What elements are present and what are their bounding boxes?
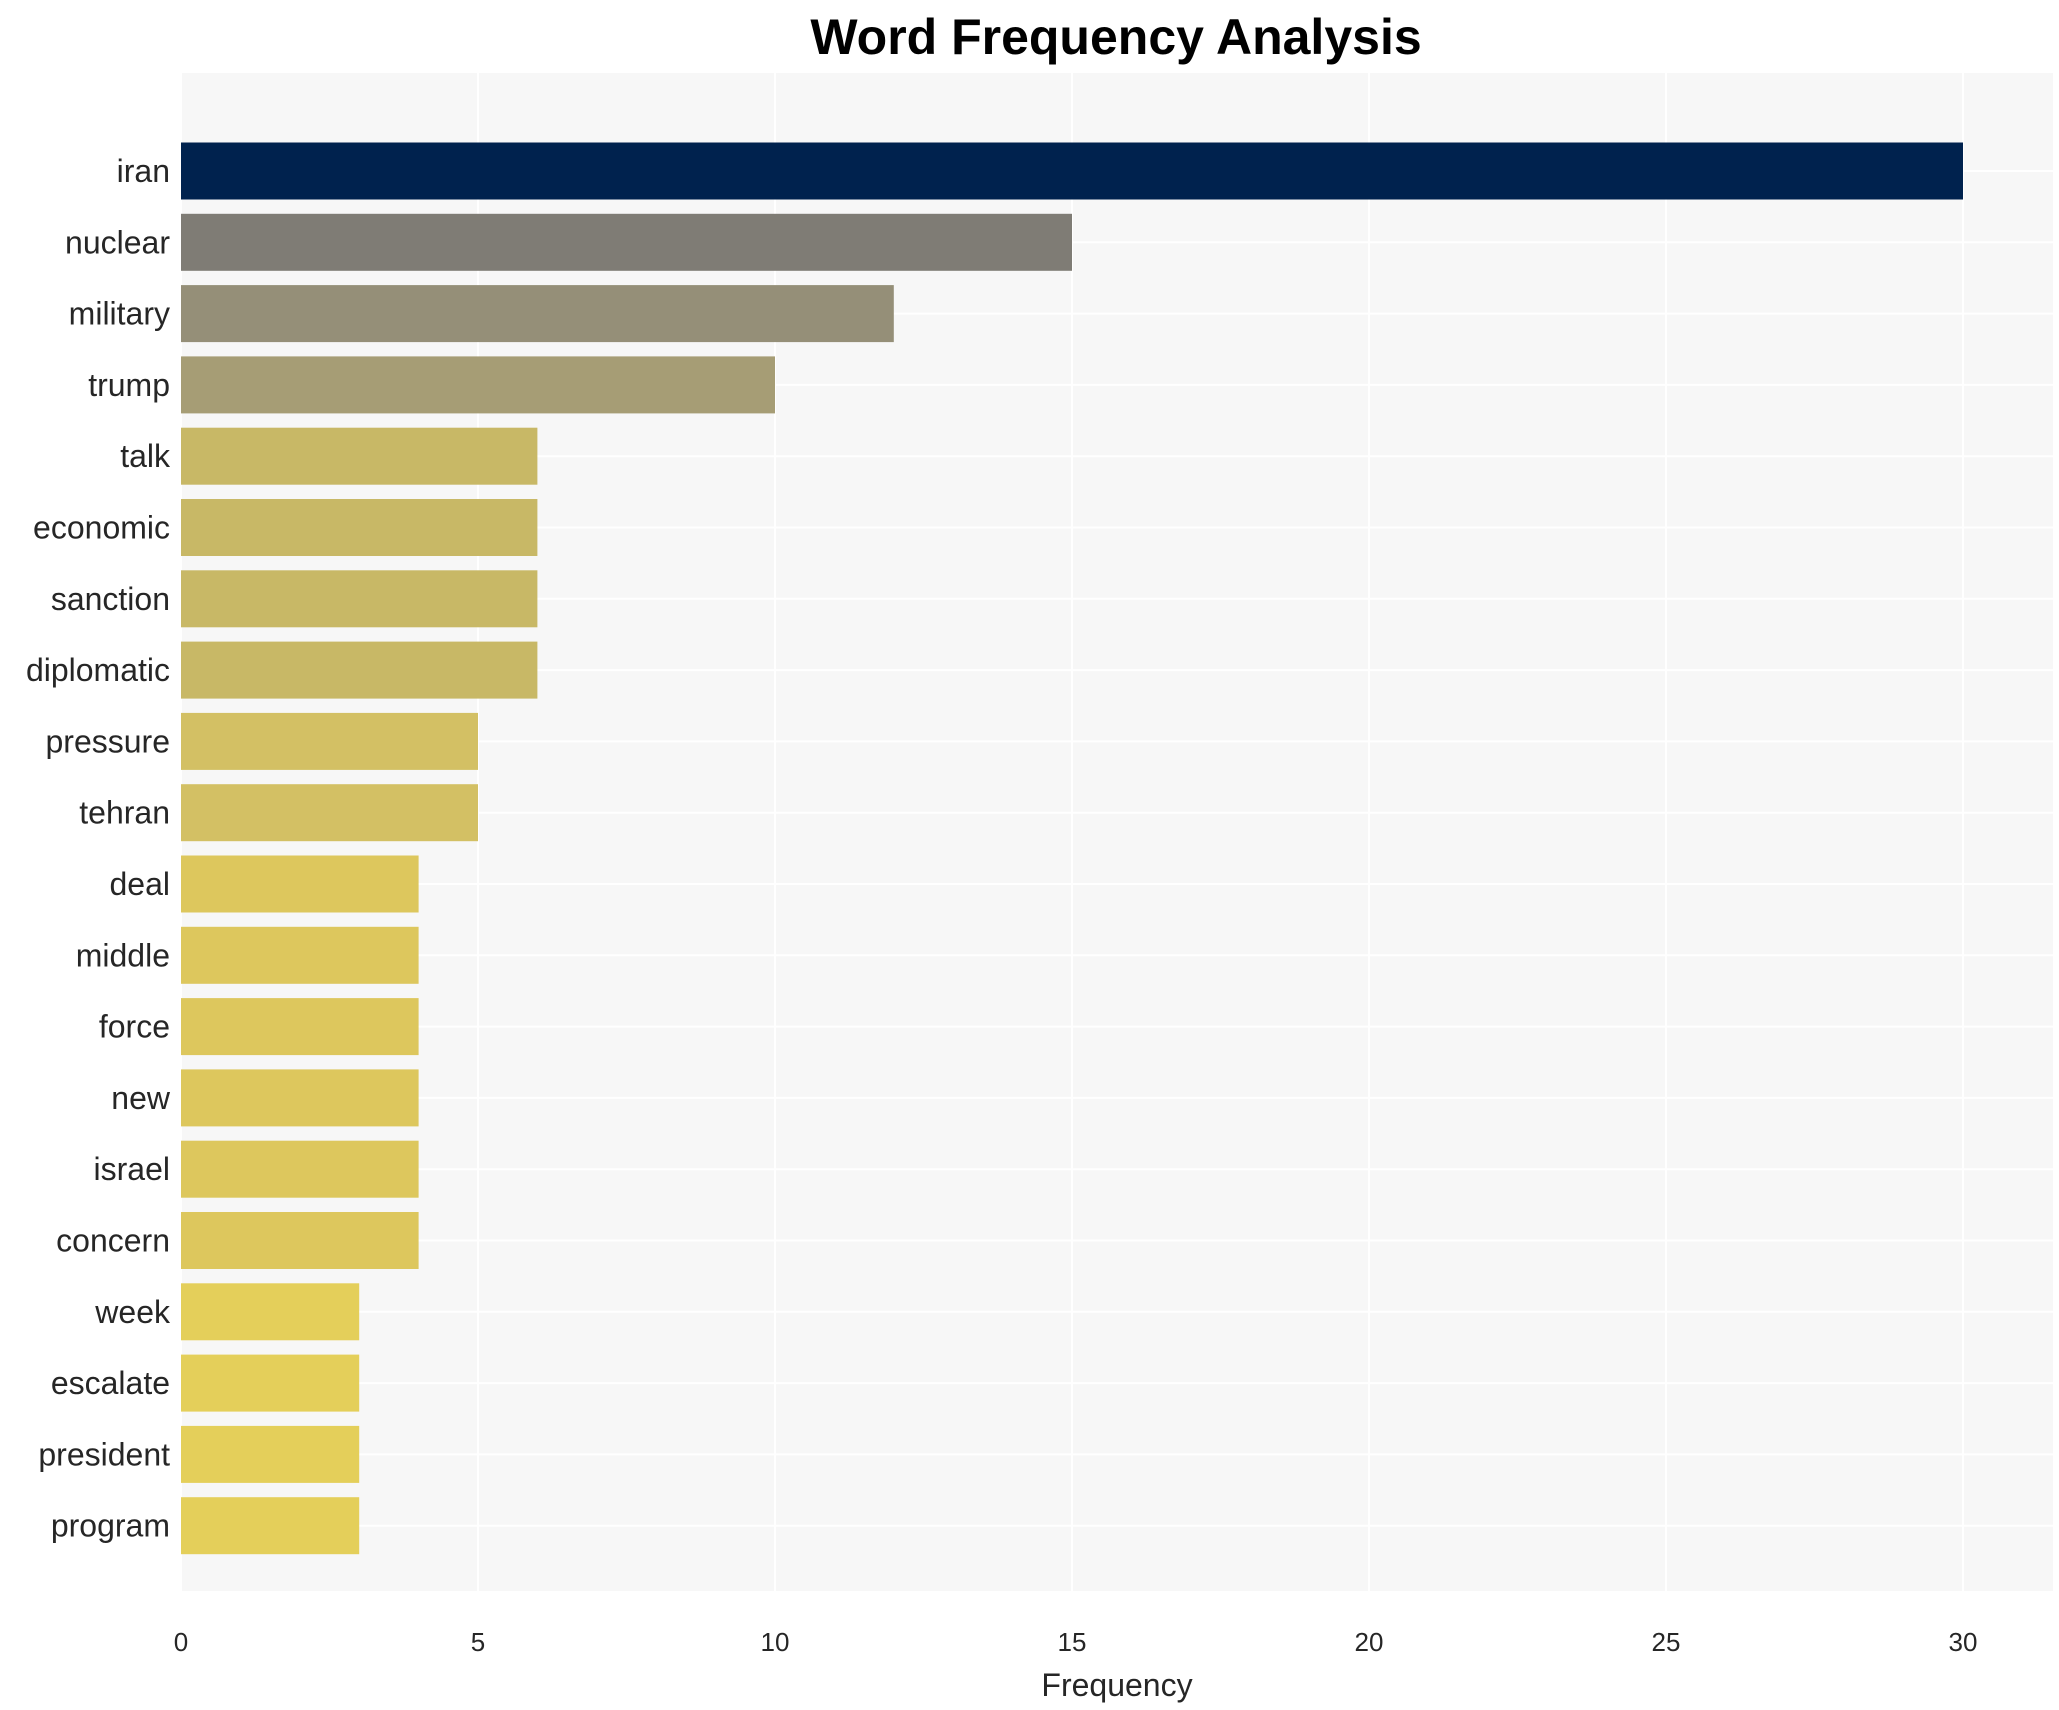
bar-israel (181, 1140, 419, 1198)
bar-week (181, 1283, 360, 1341)
bar-nuclear (181, 213, 1072, 271)
category-label-military: military (69, 296, 170, 332)
bar-talk (181, 427, 538, 485)
bar-economic (181, 499, 538, 556)
category-label-talk: talk (120, 438, 171, 474)
bar-force (181, 998, 419, 1056)
x-tick-label-10: 10 (761, 1627, 790, 1657)
x-tick-label-25: 25 (1652, 1627, 1681, 1657)
x-tick-label-30: 30 (1949, 1627, 1978, 1657)
category-label-escalate: escalate (51, 1365, 170, 1401)
category-label-week: week (94, 1294, 171, 1330)
bar-iran (181, 142, 1963, 200)
bar-sanction (181, 570, 538, 628)
category-label-iran: iran (117, 153, 170, 189)
category-label-sanction: sanction (51, 581, 170, 617)
category-label-nuclear: nuclear (65, 224, 170, 260)
category-label-program: program (51, 1508, 170, 1544)
category-label-middle: middle (76, 937, 170, 973)
bar-new (181, 1069, 419, 1127)
x-tick-label-0: 0 (174, 1627, 188, 1657)
x-tick-label-20: 20 (1355, 1627, 1384, 1657)
category-label-pressure: pressure (46, 723, 171, 759)
category-label-new: new (111, 1080, 171, 1116)
x-axis-title: Frequency (1041, 1667, 1192, 1703)
bar-tehran (181, 784, 478, 842)
category-label-deal: deal (110, 866, 171, 902)
category-label-diplomatic: diplomatic (26, 652, 170, 688)
category-label-tehran: tehran (79, 795, 170, 831)
category-label-israel: israel (94, 1151, 170, 1187)
category-label-force: force (99, 1009, 170, 1045)
chart-title: Word Frequency Analysis (810, 9, 1421, 65)
bar-program (181, 1497, 360, 1555)
category-labels: iran nuclear military trump talk economic sanc… (26, 153, 171, 1544)
bar-military (181, 285, 894, 343)
bar-middle (181, 926, 419, 984)
category-label-concern: concern (56, 1223, 170, 1259)
bar-trump (181, 356, 775, 414)
x-tick-labels: 0 5 10 15 20 25 30 (174, 1627, 1978, 1657)
category-label-economic: economic (33, 510, 170, 546)
bars (181, 142, 1963, 1555)
bar-escalate (181, 1354, 360, 1412)
category-label-president: president (38, 1436, 170, 1472)
bar-president (181, 1425, 360, 1483)
bar-diplomatic (181, 641, 538, 699)
x-tick-label-15: 15 (1058, 1627, 1087, 1657)
category-label-trump: trump (88, 367, 170, 403)
bar-concern (181, 1212, 419, 1269)
bar-deal (181, 855, 419, 913)
x-tick-label-5: 5 (471, 1627, 485, 1657)
bar-pressure (181, 712, 478, 770)
